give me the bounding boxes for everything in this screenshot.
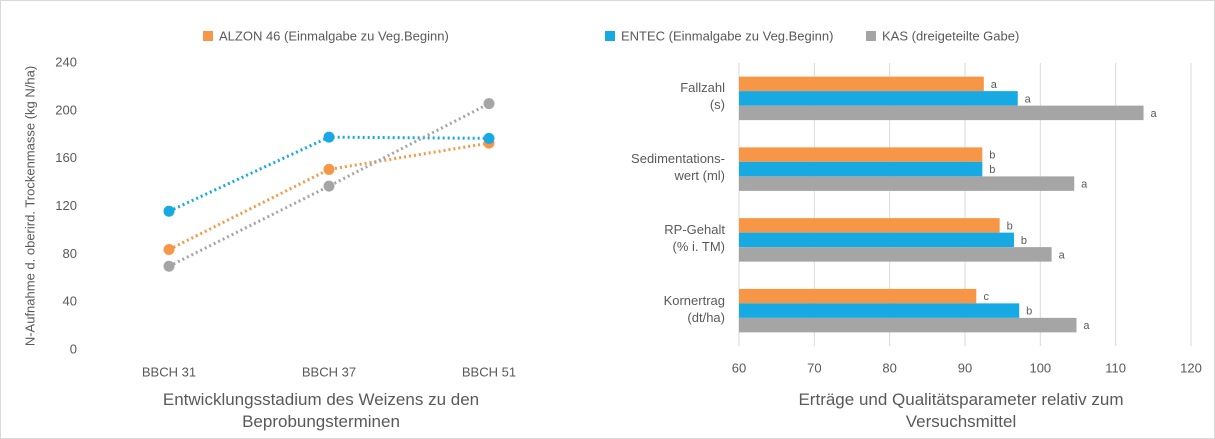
bar [739, 303, 1020, 318]
data-point [163, 260, 175, 272]
bar-letter: b [1021, 235, 1027, 247]
legend-label: KAS (dreigeteilte Gabe) [882, 28, 1019, 43]
y-axis-title: N-Aufnahme d. oberird. Trockenmasse (kg … [22, 66, 37, 346]
bar-letter: a [1059, 249, 1066, 261]
x-tick-label: BBCH 51 [462, 364, 516, 379]
x-tick-label: BBCH 37 [302, 364, 356, 379]
x-tick-label: 80 [882, 360, 896, 375]
y-tick-label: 120 [55, 198, 77, 213]
legend-swatch [605, 31, 615, 41]
x-tick-label: 110 [1105, 360, 1126, 375]
legend-label: ENTEC (Einmalgabe zu Veg.Beginn) [621, 28, 833, 43]
series-line [168, 141, 490, 251]
bar-letter: a [1150, 108, 1157, 120]
bar [739, 247, 1052, 262]
category-label: Fallzahl (s) [680, 80, 725, 113]
bar [739, 317, 1077, 333]
data-point [323, 163, 335, 175]
legend-swatch [203, 31, 213, 41]
bar [739, 91, 1018, 106]
bar [739, 76, 984, 92]
x-tick-label: BBCH 31 [142, 364, 196, 379]
y-tick-label: 240 [55, 54, 77, 69]
bar [739, 176, 1075, 191]
category-label: Sedimentations- wert (ml) [631, 151, 725, 184]
bar [739, 232, 1014, 248]
data-point [483, 98, 495, 110]
bar [739, 288, 977, 304]
x-axis-title: Entwicklungsstadium des Weizens zu den B… [162, 390, 480, 432]
data-point [323, 131, 335, 143]
bar [739, 105, 1144, 121]
bar-letter: c [984, 291, 990, 303]
legend-swatch [866, 31, 876, 41]
y-tick-label: 200 [55, 102, 77, 117]
x-tick-label: 90 [958, 360, 972, 375]
category-label: Kornertrag (dt/ha) [663, 292, 725, 325]
y-tick-label: 0 [70, 341, 77, 356]
bar-letter: a [1025, 93, 1032, 105]
category-label: RP-Gehalt (% i. TM) [664, 221, 725, 254]
bar-letter: a [1081, 179, 1088, 191]
data-point [163, 205, 175, 217]
bar [739, 147, 983, 162]
bar [739, 161, 983, 177]
data-point [483, 132, 495, 144]
data-point [323, 180, 335, 192]
bar-letter: b [1007, 220, 1013, 232]
x-tick-label: 120 [1180, 360, 1202, 375]
x-axis-title: Erträge und Qualitätsparameter relativ z… [798, 390, 1124, 432]
y-tick-label: 80 [63, 246, 77, 261]
y-tick-label: 160 [55, 150, 77, 165]
x-tick-label: 100 [1029, 360, 1051, 375]
bar [739, 218, 1000, 233]
bar-letter: a [991, 79, 998, 91]
x-tick-label: 60 [732, 360, 746, 375]
bar-letter: b [989, 164, 995, 176]
bar-letter: b [989, 150, 995, 162]
y-tick-label: 40 [63, 294, 77, 309]
data-point [163, 244, 175, 256]
bar-letter: b [1026, 306, 1032, 318]
bar-letter: a [1083, 320, 1090, 332]
x-tick-label: 70 [807, 360, 821, 375]
legend-label: ALZON 46 (Einmalgabe zu Veg.Beginn) [219, 28, 449, 43]
